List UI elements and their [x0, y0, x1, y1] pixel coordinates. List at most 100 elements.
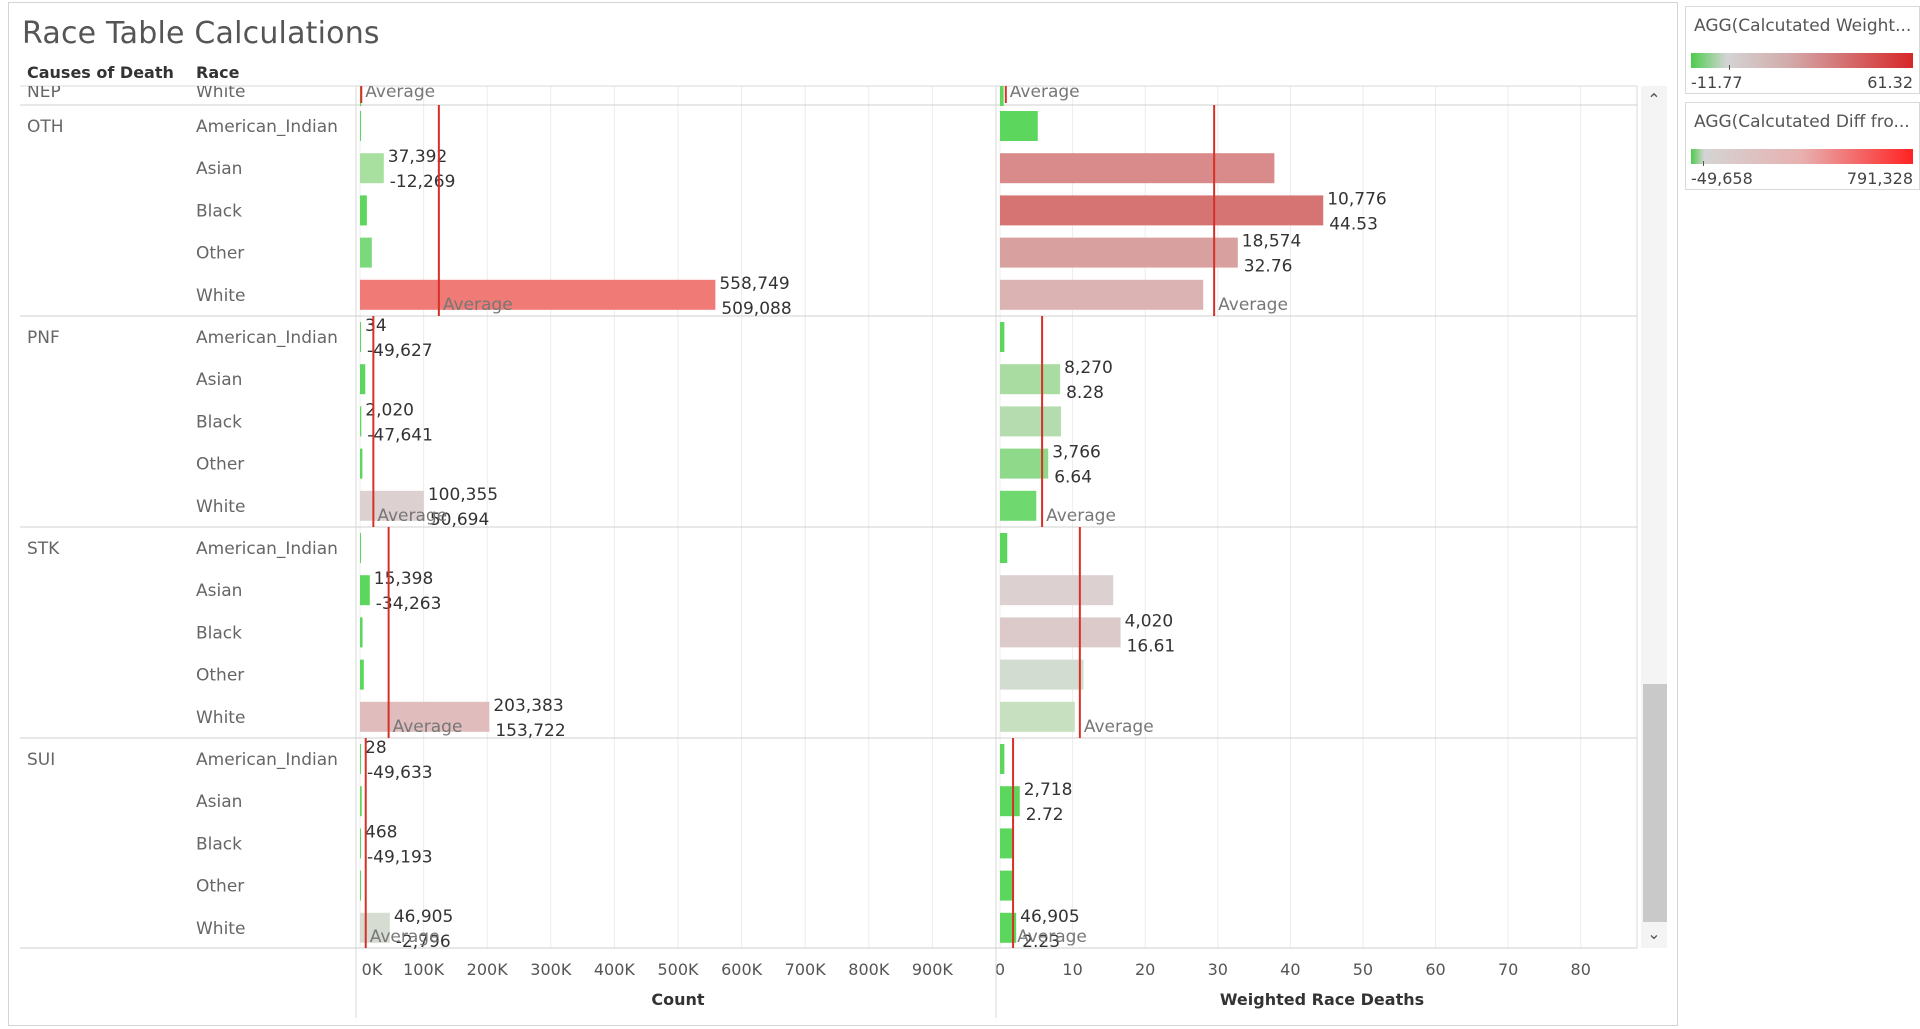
bar — [360, 786, 362, 817]
legend-title: AGG(Calcutated Weight... — [1694, 16, 1912, 36]
bar — [360, 195, 367, 226]
average-label: Average — [443, 295, 513, 315]
data-label: 18,574 — [1242, 232, 1301, 252]
race-label: American_Indian — [196, 117, 338, 137]
scroll-up-icon[interactable]: ⌃ — [1647, 90, 1661, 109]
data-label: 37,392 — [388, 147, 447, 167]
legend-diff: AGG(Calcutated Diff fro... -49,658 791,3… — [1685, 102, 1920, 190]
bar — [1000, 195, 1324, 226]
race-label: Other — [196, 455, 244, 475]
bar — [1000, 406, 1061, 437]
race-label: White — [196, 286, 245, 306]
column-header-race: Race — [196, 63, 240, 82]
page-title: Race Table Calculations — [22, 16, 380, 51]
x-tick-label: 0K — [362, 960, 383, 979]
data-label: 50,694 — [430, 510, 489, 530]
x-tick-label: 30 — [1208, 960, 1228, 979]
average-label: Average — [1084, 717, 1154, 737]
race-label: Asian — [196, 581, 242, 601]
bar — [1000, 153, 1275, 184]
bar — [360, 533, 361, 563]
x-tick-label: 600K — [721, 960, 763, 979]
data-label: 46,905 — [1020, 907, 1079, 927]
x-tick-label: 800K — [848, 960, 890, 979]
data-label: 468 — [365, 822, 397, 842]
bar — [360, 617, 363, 648]
bar — [1000, 237, 1238, 268]
legend-gradient — [1691, 53, 1913, 68]
average-label: Average — [365, 82, 435, 102]
race-label: Asian — [196, 370, 242, 390]
data-label: 32.76 — [1244, 257, 1293, 277]
race-label: Other — [196, 877, 244, 897]
bar — [1000, 448, 1049, 479]
race-label: White — [196, 497, 245, 517]
race-label: White — [196, 708, 245, 728]
race-label: Other — [196, 666, 244, 686]
scroll-down-icon[interactable]: ⌄ — [1647, 924, 1661, 943]
data-label: 3,766 — [1052, 443, 1101, 463]
data-label: -47,641 — [367, 425, 433, 445]
x-tick-label: 300K — [530, 960, 572, 979]
bar — [360, 279, 716, 310]
average-label: Average — [370, 927, 440, 947]
bar — [360, 111, 361, 141]
data-label: 34 — [365, 316, 387, 336]
bar — [1000, 870, 1014, 901]
data-label: 153,722 — [495, 721, 565, 741]
race-label: White — [196, 82, 245, 102]
bar — [360, 237, 372, 268]
data-label: 44.53 — [1329, 214, 1378, 234]
race-label: Other — [196, 244, 244, 264]
cause-label: NEP — [27, 82, 61, 102]
bar — [1000, 575, 1114, 606]
data-label: -34,263 — [376, 594, 442, 614]
average-label: Average — [377, 506, 447, 526]
data-label: 15,398 — [374, 569, 433, 589]
average-label: Average — [393, 717, 463, 737]
x-tick-label: 900K — [912, 960, 954, 979]
bar — [360, 448, 363, 479]
data-label: 2,718 — [1024, 780, 1073, 800]
x-tick-label: 100K — [403, 960, 445, 979]
cause-label: OTH — [27, 117, 64, 137]
data-label: 28 — [365, 738, 387, 758]
data-label: 6.64 — [1054, 468, 1092, 488]
x-tick-label: 20 — [1135, 960, 1155, 979]
data-label: 4,020 — [1125, 611, 1174, 631]
race-label: Black — [196, 412, 242, 432]
data-label: 2.72 — [1026, 805, 1064, 825]
x-tick-label: 700K — [785, 960, 827, 979]
bar — [360, 575, 370, 606]
chart-area: 0K 100K 200K 300K 400K 500K 600K 700K 800K 900K Co… — [20, 82, 1638, 1018]
average-label: Average — [1017, 927, 1087, 947]
x-tick-label: 400K — [594, 960, 636, 979]
bar — [360, 701, 490, 732]
data-label: 2.23 — [1022, 932, 1060, 952]
bar — [360, 870, 361, 901]
cause-label: SUI — [27, 750, 55, 770]
bar — [360, 828, 361, 859]
x-tick-label: 500K — [657, 960, 699, 979]
bar — [1000, 490, 1037, 521]
bar — [1000, 111, 1038, 141]
bar — [1000, 617, 1121, 648]
cause-label: PNF — [27, 328, 60, 348]
bar — [1000, 786, 1020, 817]
bar — [360, 322, 361, 352]
scrollbar-thumb[interactable] — [1643, 684, 1667, 922]
bar — [1000, 364, 1061, 395]
viz-frame — [8, 2, 1678, 1026]
x-tick-label: 70 — [1498, 960, 1518, 979]
cause-label: STK — [27, 539, 60, 559]
legend-min: -11.77 — [1691, 73, 1743, 92]
data-label: -12,269 — [390, 172, 456, 192]
average-label: Average — [1046, 506, 1116, 526]
race-label: Asian — [196, 159, 242, 179]
legend-title: AGG(Calcutated Diff fro... — [1694, 112, 1910, 132]
bar — [1000, 322, 1005, 352]
legend-min: -49,658 — [1691, 169, 1753, 188]
race-label: American_Indian — [196, 328, 338, 348]
data-label: -49,193 — [367, 847, 433, 867]
x-axis-title: Count — [651, 990, 705, 1009]
